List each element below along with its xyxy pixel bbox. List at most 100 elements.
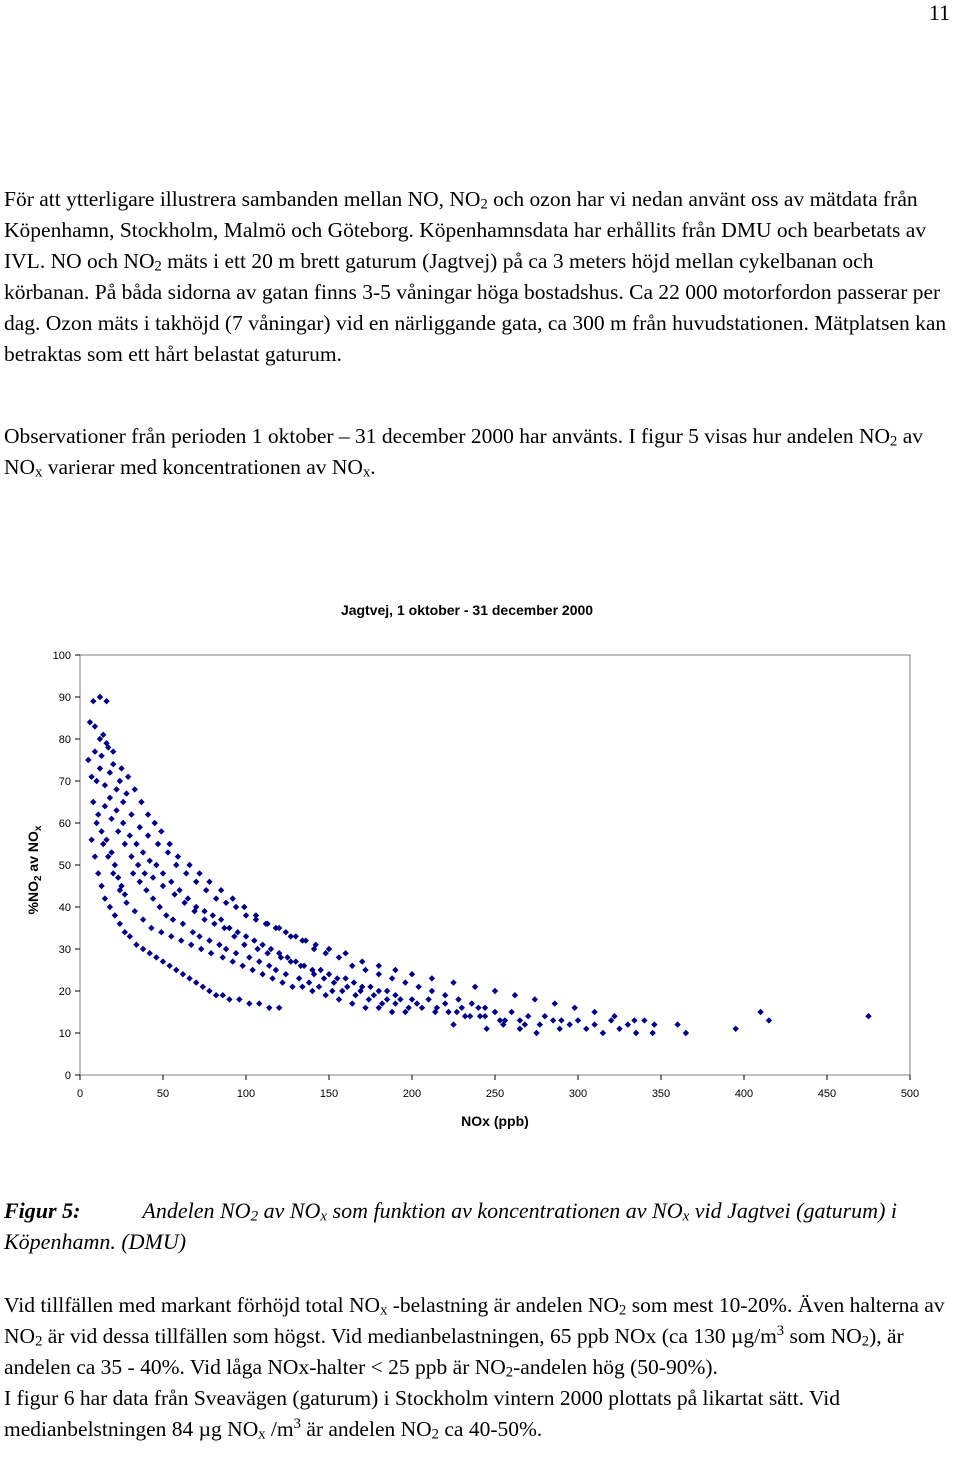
x-tick-label: 0 — [77, 1088, 83, 1100]
data-point — [196, 933, 203, 940]
data-point — [96, 765, 104, 772]
y-axis-title-sub2: x — [33, 825, 44, 831]
data-point — [453, 1008, 461, 1016]
data-point — [329, 987, 336, 995]
data-point — [325, 971, 333, 978]
x-axis-title: NOx (ppb) — [461, 1113, 529, 1129]
data-point — [199, 983, 207, 990]
data-point — [450, 1021, 457, 1028]
data-point — [357, 987, 364, 995]
data-point — [126, 832, 133, 839]
data-point — [276, 924, 283, 932]
data-point — [154, 840, 162, 848]
data-point — [226, 996, 233, 1003]
data-point — [226, 924, 233, 932]
data-points — [85, 693, 872, 1037]
data-point — [219, 992, 226, 999]
data-point — [126, 933, 133, 940]
data-point — [86, 719, 94, 726]
data-point — [196, 870, 203, 877]
data-point — [113, 786, 120, 793]
data-point — [445, 1008, 452, 1016]
y-tick-label: 70 — [59, 776, 71, 788]
y-tick-label: 10 — [59, 1028, 71, 1040]
x-tick-label: 400 — [735, 1088, 753, 1100]
data-point — [121, 891, 129, 898]
data-point — [315, 983, 323, 990]
data-point — [168, 878, 175, 885]
data-point — [93, 819, 100, 827]
data-point — [352, 992, 359, 999]
data-point — [521, 1021, 529, 1028]
x-tick-label: 350 — [652, 1088, 670, 1100]
data-point — [370, 992, 378, 999]
data-point — [241, 941, 248, 948]
data-point — [476, 1013, 484, 1020]
data-point — [344, 983, 351, 990]
data-point — [349, 1000, 356, 1007]
data-point — [222, 945, 230, 953]
data-point — [483, 1025, 490, 1032]
data-point — [408, 971, 416, 978]
x-tick-label: 450 — [818, 1088, 836, 1100]
data-point — [252, 916, 260, 923]
data-point — [173, 966, 180, 974]
svg-text:%NO2 av NOx: %NO2 av NOx — [25, 825, 44, 914]
data-point — [176, 887, 183, 894]
data-point — [541, 1013, 548, 1020]
data-point — [85, 756, 92, 764]
data-point — [133, 941, 140, 948]
data-point — [583, 1025, 590, 1032]
scatter-chart: Jagtvej, 1 oktober - 31 december 2000 %N… — [25, 602, 919, 1129]
data-point — [236, 996, 243, 1003]
data-point — [206, 987, 213, 995]
data-point — [282, 929, 290, 936]
data-point — [276, 1004, 283, 1011]
data-point — [209, 912, 216, 919]
data-point — [608, 1017, 615, 1024]
data-point — [475, 1004, 482, 1011]
data-point — [156, 903, 163, 911]
data-point — [375, 987, 382, 995]
data-point — [392, 1000, 399, 1007]
data-point — [599, 1029, 607, 1037]
data-point — [267, 945, 275, 953]
data-point — [90, 798, 97, 806]
data-point — [455, 996, 462, 1003]
data-point — [146, 857, 153, 864]
data-point — [359, 958, 366, 965]
data-point — [246, 1000, 253, 1007]
data-point — [558, 1017, 565, 1024]
data-point — [556, 1025, 563, 1032]
data-point — [549, 1017, 557, 1024]
y-tick-label: 40 — [59, 902, 71, 914]
data-point — [159, 958, 167, 965]
data-point — [113, 807, 120, 814]
data-point — [103, 698, 110, 705]
y-axis-title-main: %NO — [25, 881, 41, 915]
data-point — [310, 945, 318, 953]
data-point — [765, 1017, 773, 1024]
figure-caption: Figur 5: Andelen NO2 av NOx som funktion … — [4, 1195, 960, 1257]
x-tick-label: 50 — [157, 1088, 169, 1100]
data-point — [108, 849, 115, 856]
data-point — [136, 878, 143, 885]
data-point — [682, 1029, 690, 1037]
data-point — [151, 819, 158, 827]
data-point — [428, 975, 436, 982]
data-point — [649, 1029, 656, 1037]
data-point — [641, 1017, 648, 1024]
data-point — [402, 1008, 409, 1016]
data-point — [516, 1025, 524, 1032]
data-point — [302, 937, 309, 944]
data-point — [163, 912, 170, 919]
data-point — [591, 1008, 598, 1016]
data-point — [239, 962, 246, 969]
data-point — [100, 840, 107, 848]
data-point — [335, 954, 343, 961]
data-point — [186, 861, 193, 869]
data-point — [164, 849, 172, 856]
data-point — [129, 870, 137, 877]
data-point — [397, 996, 404, 1003]
data-point — [114, 874, 122, 881]
